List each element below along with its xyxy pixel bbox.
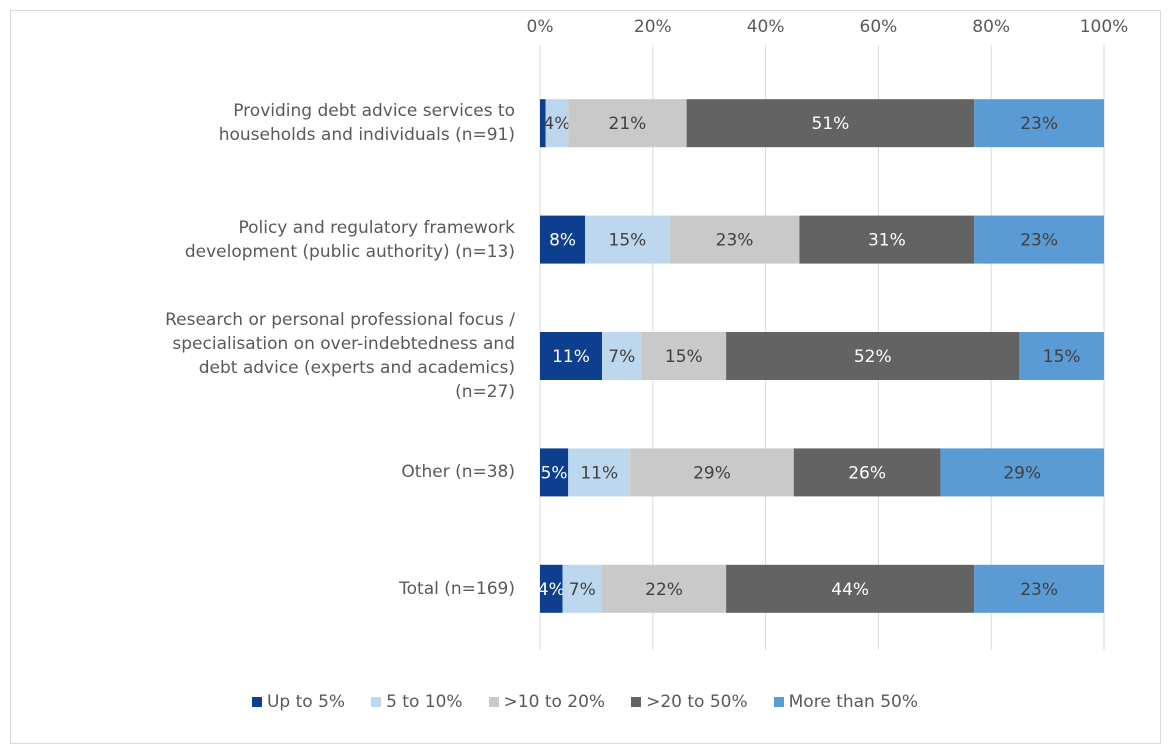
bar-segment bbox=[1019, 332, 1104, 380]
x-tick-label: 0% bbox=[527, 17, 554, 37]
data-label: 31% bbox=[868, 231, 906, 251]
bar-segment bbox=[726, 564, 975, 613]
x-tick-label: 80% bbox=[972, 17, 1010, 37]
bar-segment bbox=[602, 564, 727, 613]
data-label: 4% bbox=[538, 580, 565, 600]
data-label: 5% bbox=[541, 463, 568, 483]
data-label: 15% bbox=[1043, 347, 1081, 367]
bar-segment bbox=[540, 332, 603, 380]
bar-segment bbox=[568, 448, 631, 497]
legend-label: >10 to 20% bbox=[503, 692, 606, 712]
legend-label: 5 to 10% bbox=[386, 692, 463, 712]
bar-segment bbox=[799, 215, 975, 264]
legend-swatch bbox=[773, 697, 784, 707]
data-label: 7% bbox=[569, 580, 596, 600]
x-tick-label: 20% bbox=[634, 17, 672, 37]
data-label: 51% bbox=[812, 114, 850, 134]
data-label: 23% bbox=[1020, 580, 1058, 600]
bar-segment bbox=[545, 99, 569, 148]
data-label: 23% bbox=[716, 231, 754, 251]
legend-swatch bbox=[488, 697, 499, 707]
bar-segment bbox=[540, 215, 586, 264]
bar-segment bbox=[940, 448, 1104, 497]
data-label: 7% bbox=[608, 347, 635, 367]
data-label: 15% bbox=[609, 231, 647, 251]
data-label: 44% bbox=[831, 580, 869, 600]
bar-segment bbox=[568, 99, 687, 148]
x-tick-label: 100% bbox=[1080, 17, 1129, 37]
x-tick-label: 40% bbox=[747, 17, 785, 37]
bar-segment bbox=[686, 99, 975, 148]
legend-item: >10 to 20% bbox=[488, 692, 606, 712]
category-label: Other (n=38) bbox=[401, 462, 515, 483]
legend-item: More than 50% bbox=[773, 692, 919, 712]
bar-segment bbox=[540, 99, 546, 148]
bar-segment bbox=[641, 332, 727, 380]
bar-segment bbox=[562, 564, 603, 613]
legend-swatch bbox=[371, 697, 382, 707]
legend-item: 5 to 10% bbox=[371, 692, 463, 712]
data-label: 29% bbox=[693, 463, 731, 483]
bar-segment bbox=[669, 215, 800, 264]
category-label: Total (n=169) bbox=[399, 578, 515, 599]
data-label: 11% bbox=[552, 347, 590, 367]
category-label: Policy and regulatory framework developm… bbox=[184, 217, 515, 262]
legend-label: Up to 5% bbox=[266, 692, 346, 712]
x-tick-label: 60% bbox=[860, 17, 898, 37]
legend-label: >20 to 50% bbox=[646, 692, 748, 712]
data-label: 8% bbox=[549, 231, 576, 251]
legend-item: Up to 5% bbox=[251, 692, 346, 712]
bar-segment bbox=[602, 332, 642, 380]
bar-segment bbox=[974, 215, 1104, 264]
category-label: Providing debt advice services to househ… bbox=[218, 101, 515, 146]
data-label: 52% bbox=[854, 347, 892, 367]
legend-swatch bbox=[631, 697, 642, 707]
bar-segment bbox=[974, 564, 1104, 613]
legend: Up to 5% 5 to 10% >10 to 20% >20 to 50% More… bbox=[10, 692, 1160, 712]
legend-item: >20 to 50% bbox=[631, 692, 748, 712]
bar-segment bbox=[793, 448, 941, 497]
legend-swatch bbox=[251, 697, 262, 707]
category-label: Research or personal professional focus … bbox=[165, 310, 515, 402]
data-label: 23% bbox=[1020, 114, 1058, 134]
data-label: 29% bbox=[1003, 463, 1041, 483]
data-label: 23% bbox=[1020, 231, 1058, 251]
bar-segment bbox=[540, 448, 569, 497]
data-label: 15% bbox=[665, 347, 703, 367]
bar-segment bbox=[974, 99, 1104, 148]
data-label: 4% bbox=[543, 114, 570, 134]
bar-segment bbox=[630, 448, 794, 497]
bar-segment bbox=[585, 215, 670, 264]
data-label: 22% bbox=[645, 580, 683, 600]
data-label: 26% bbox=[848, 463, 886, 483]
data-label: 11% bbox=[580, 463, 618, 483]
bar-segment bbox=[726, 332, 1020, 380]
data-label: 21% bbox=[609, 114, 647, 134]
bar-segment bbox=[540, 564, 563, 613]
legend-label: More than 50% bbox=[788, 692, 919, 712]
